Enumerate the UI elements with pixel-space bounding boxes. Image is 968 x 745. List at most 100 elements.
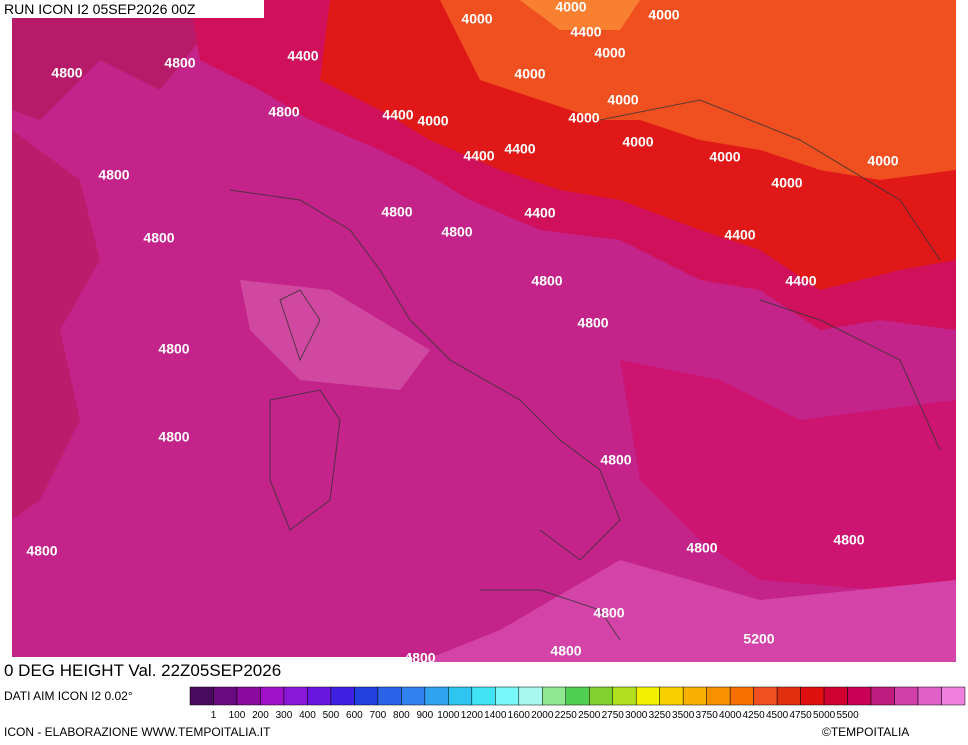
legend-label: 5500: [836, 710, 859, 721]
region: [520, 0, 640, 30]
legend-label: 4000: [719, 710, 742, 721]
contour-label: 4800: [158, 429, 189, 445]
legend-label: 1000: [437, 710, 460, 721]
legend-label: 4500: [766, 710, 789, 721]
contour-label: 4800: [51, 65, 82, 81]
contour-label: 4000: [594, 45, 625, 61]
contour-label: 4400: [785, 273, 816, 289]
credit: ICON - ELABORAZIONE WWW.TEMPOITALIA.IT: [4, 725, 271, 739]
contour-label: 4800: [686, 540, 717, 556]
contour-label: 4800: [833, 532, 864, 548]
header-box: [0, 0, 264, 18]
legend-swatch: [495, 686, 520, 706]
legend-label: 2750: [602, 710, 625, 721]
legend-label: 3750: [696, 710, 719, 721]
legend-swatch: [635, 686, 660, 706]
contour-label: 5200: [869, 659, 900, 675]
legend-swatch: [260, 686, 285, 706]
contour-label: 4800: [98, 167, 129, 183]
legend-swatch: [659, 686, 684, 706]
contour-label: 4000: [514, 66, 545, 82]
contour-label: 4000: [867, 153, 898, 169]
contour-label: 4000: [607, 92, 638, 108]
contour-label: 4000: [555, 0, 586, 15]
legend-label: 1600: [508, 710, 531, 721]
legend-swatch: [471, 686, 496, 706]
legend-swatch: [870, 686, 895, 706]
legend-swatch: [424, 686, 449, 706]
legend-swatch: [894, 686, 919, 706]
legend-label: 1: [211, 710, 217, 721]
contour-label: 4000: [568, 110, 599, 126]
contour-label: 4800: [531, 273, 562, 289]
contour-label: 4000: [622, 134, 653, 150]
contour-label: 4400: [724, 227, 755, 243]
contour-label: 4400: [524, 205, 555, 221]
contour-label: 4000: [648, 7, 679, 23]
contour-label: 4800: [26, 543, 57, 559]
legend-swatch: [330, 686, 355, 706]
legend-label: 700: [370, 710, 387, 721]
region: [620, 360, 956, 600]
contour-label: 5200: [743, 631, 774, 647]
contour-label: 4800: [577, 315, 608, 331]
contour-label: 4000: [461, 11, 492, 27]
contour-label: 4800: [143, 230, 174, 246]
legend-label: 1400: [484, 710, 507, 721]
contour-label: 4000: [709, 149, 740, 165]
contour-label: 4800: [441, 224, 472, 240]
legend-swatch: [542, 686, 567, 706]
legend-label: 3000: [625, 710, 648, 721]
contour-label: 4000: [771, 175, 802, 191]
legend-swatch: [847, 686, 872, 706]
legend-source: DATI AIM ICON I2 0.02°: [4, 689, 133, 703]
region: [12, 130, 100, 520]
contour-label: 4800: [600, 452, 631, 468]
contour-label: 4800: [404, 650, 435, 666]
copyright: ©TEMPOITALIA: [822, 725, 909, 739]
contour-label: 4800: [158, 341, 189, 357]
legend-label: 2500: [578, 710, 601, 721]
legend-swatch: [283, 686, 308, 706]
legend-label: 2250: [555, 710, 578, 721]
legend-swatch: [401, 686, 426, 706]
region: [440, 0, 956, 180]
contour-label: 4400: [287, 48, 318, 64]
legend-swatch: [377, 686, 402, 706]
legend-swatch: [588, 686, 613, 706]
legend-swatch: [612, 686, 637, 706]
legend-swatch: [917, 686, 942, 706]
coastline: [229, 99, 941, 641]
contour-label: 4800: [164, 55, 195, 71]
legend-label: 400: [299, 710, 316, 721]
legend-label: 3250: [649, 710, 672, 721]
legend-swatch: [941, 686, 966, 706]
legend-swatch: [307, 686, 332, 706]
region: [240, 280, 430, 390]
legend-label: 2000: [531, 710, 554, 721]
legend-swatch: [776, 686, 801, 706]
contour-label: 4800: [268, 104, 299, 120]
legend-swatch: [753, 686, 778, 706]
legend-label: 5000: [813, 710, 836, 721]
run-title: RUN ICON I2 05SEP2026 00Z: [4, 1, 196, 17]
map: [12, 0, 956, 662]
legend-swatch: [236, 686, 261, 706]
legend-swatch: [354, 686, 379, 706]
legend-swatch: [213, 686, 238, 706]
legend-label: 500: [323, 710, 340, 721]
legend-swatch: [565, 686, 590, 706]
legend-label: 4750: [789, 710, 812, 721]
map-title: 0 DEG HEIGHT Val. 22Z05SEP2026: [4, 661, 281, 680]
legend-swatch: [800, 686, 825, 706]
legend-label: 900: [417, 710, 434, 721]
legend-swatch: [706, 686, 731, 706]
legend-swatch: [823, 686, 848, 706]
legend-label: 300: [276, 710, 293, 721]
legend-swatch: [729, 686, 754, 706]
contour-label: 4400: [382, 107, 413, 123]
legend-label: 3500: [672, 710, 695, 721]
region: [420, 560, 956, 662]
contour-label: 4000: [417, 113, 448, 129]
legend-label: 600: [346, 710, 363, 721]
